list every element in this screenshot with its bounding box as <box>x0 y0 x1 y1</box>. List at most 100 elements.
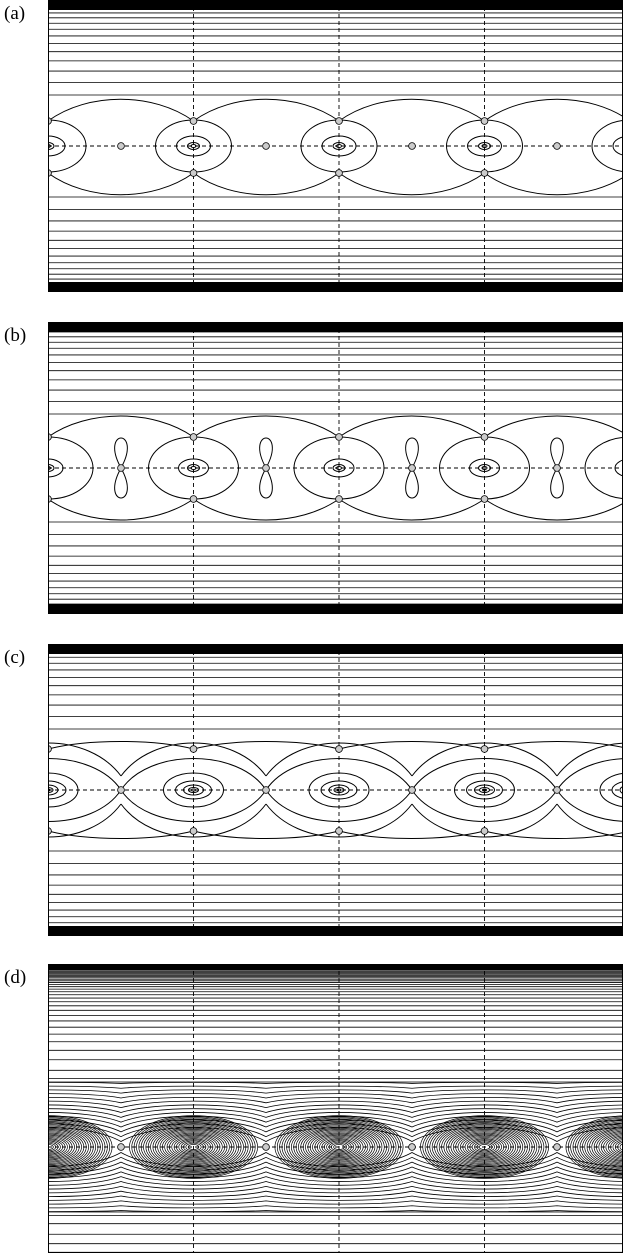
streamline-wavy <box>48 1171 623 1182</box>
fixed-point <box>480 117 489 125</box>
fixed-point <box>189 827 198 835</box>
closed-orbit <box>300 1127 378 1167</box>
separatrix <box>338 415 485 438</box>
closed-orbit <box>183 784 204 796</box>
closed-orbit <box>471 1140 498 1154</box>
closed-orbit <box>314 1134 364 1160</box>
streamline-wavy <box>265 803 413 838</box>
closed-orbit <box>48 1137 68 1157</box>
closed-orbit <box>154 1127 233 1167</box>
closed-orbit <box>589 1127 623 1167</box>
panel-label: (d) <box>4 967 27 988</box>
separatrix <box>193 415 340 438</box>
closed-orbit <box>336 144 342 148</box>
streamline-wavy <box>48 1085 623 1089</box>
closed-orbit <box>464 1137 505 1157</box>
closed-orbit <box>48 466 51 470</box>
top-edge-band <box>48 964 623 970</box>
closed-orbit <box>462 1135 507 1159</box>
streamline-wavy <box>265 742 413 777</box>
streamline-wavy <box>48 1176 623 1186</box>
bottom-edge-band <box>48 604 623 614</box>
panel-label: (a) <box>4 3 26 24</box>
closed-orbit <box>187 464 200 472</box>
closed-orbit <box>178 1139 209 1155</box>
closed-orbit <box>612 136 623 156</box>
closed-orbit <box>48 1121 101 1173</box>
closed-orbit <box>584 436 623 500</box>
closed-orbit <box>147 1124 240 1170</box>
separatrix <box>48 498 194 521</box>
closed-orbit <box>614 1140 623 1154</box>
streamline-wavy <box>48 803 122 838</box>
closed-orbit <box>48 1118 106 1176</box>
closed-orbit <box>336 788 342 792</box>
fixed-point <box>117 786 125 794</box>
panel-a: (a) <box>0 0 623 295</box>
closed-orbit <box>326 1140 352 1154</box>
closed-orbit <box>48 1129 85 1165</box>
closed-orbit <box>478 464 491 472</box>
closed-orbit <box>596 1130 623 1164</box>
closed-orbit <box>133 1117 254 1177</box>
streamline-wavy <box>48 1108 623 1118</box>
separatrix <box>193 98 340 122</box>
closed-orbit <box>276 1116 402 1178</box>
outer-separatrix <box>48 830 194 839</box>
closed-orbit <box>48 119 87 173</box>
separatrix <box>484 98 623 122</box>
fixed-point <box>553 1143 561 1151</box>
closed-orbit <box>599 772 623 808</box>
separatrix <box>193 498 340 521</box>
closed-orbit <box>332 464 346 472</box>
separatrix <box>48 415 194 438</box>
closed-orbit <box>319 1137 359 1157</box>
closed-orbit <box>309 1132 369 1162</box>
outer-separatrix <box>338 830 485 839</box>
closed-orbit <box>48 788 51 792</box>
closed-orbit <box>323 1139 355 1155</box>
closed-orbit <box>607 1136 623 1158</box>
closed-orbit <box>482 788 487 792</box>
closed-orbit <box>577 1121 623 1173</box>
streamline-wavy <box>556 742 623 777</box>
closed-orbit <box>476 1142 493 1152</box>
closed-orbit <box>479 787 490 793</box>
closed-orbit <box>333 787 345 793</box>
closed-orbit <box>308 772 370 808</box>
closed-orbit <box>176 1138 211 1156</box>
closed-orbit <box>316 1135 362 1159</box>
streamline-wavy <box>48 1195 623 1201</box>
closed-orbit <box>586 1125 623 1169</box>
streamline-wavy <box>48 1100 623 1109</box>
closed-orbit <box>288 1122 390 1172</box>
closed-orbit <box>332 142 346 150</box>
closed-orbit <box>307 1131 371 1163</box>
fixed-point <box>335 745 343 753</box>
closed-orbit <box>323 458 355 478</box>
closed-orbit <box>478 1144 491 1151</box>
fixed-point <box>189 745 198 753</box>
closed-orbit <box>161 1131 226 1163</box>
fixed-point <box>408 464 416 472</box>
fixed-point <box>553 464 561 472</box>
closed-orbit <box>48 1117 108 1177</box>
closed-orbit <box>48 1119 104 1175</box>
bottom-edge-band <box>48 282 623 292</box>
fixed-point <box>117 464 125 472</box>
closed-orbit <box>333 1144 345 1151</box>
closed-orbit <box>328 1141 350 1153</box>
closed-orbit <box>467 1138 502 1156</box>
closed-orbit <box>129 1115 258 1179</box>
closed-orbit <box>48 1115 113 1179</box>
panel-label: (b) <box>4 325 27 346</box>
fixed-point <box>335 169 343 177</box>
closed-orbit <box>448 1129 521 1165</box>
fixed-point <box>480 169 489 177</box>
panel-c: (c) <box>0 644 623 939</box>
closed-orbit <box>478 142 491 150</box>
fixed-point <box>117 1143 125 1151</box>
fixed-point <box>262 464 270 472</box>
closed-orbit <box>48 1138 66 1156</box>
closed-orbit <box>48 1123 96 1171</box>
